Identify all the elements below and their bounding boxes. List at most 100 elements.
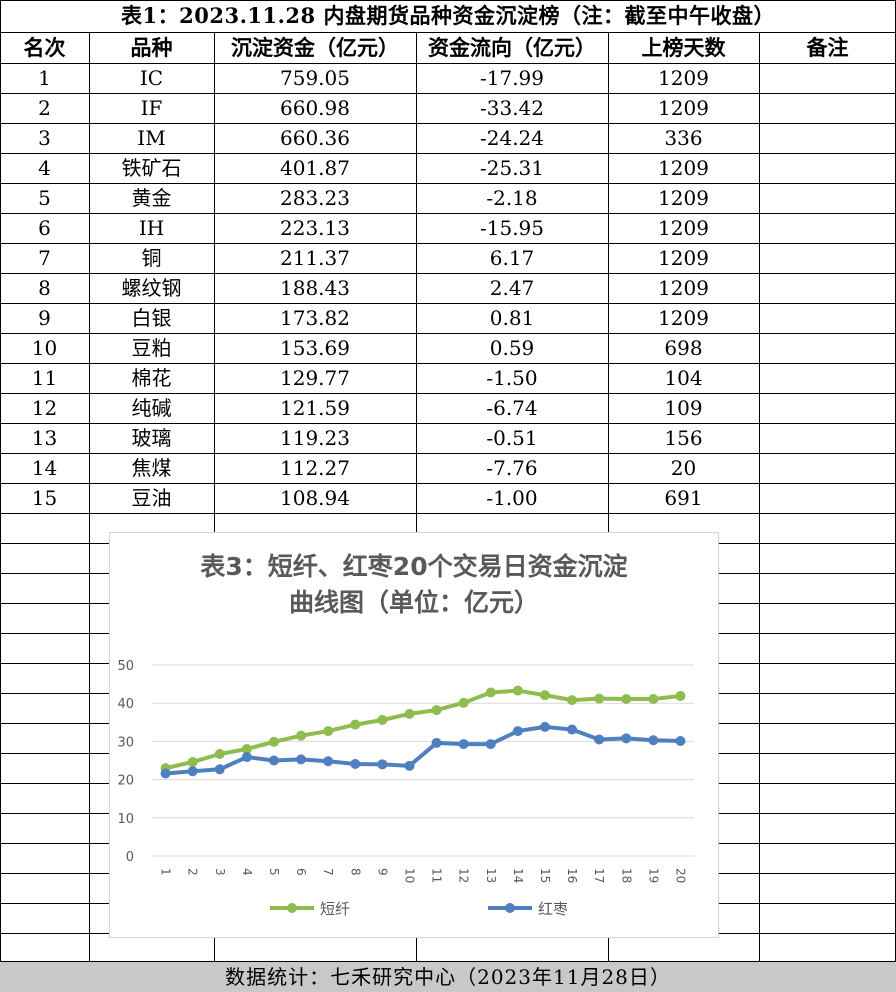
cell-variety: 焦煤 — [131, 456, 172, 480]
cell-remark — [759, 213, 896, 243]
cell-capital: 223.13 — [280, 216, 350, 240]
cell-capital: 112.27 — [280, 456, 350, 480]
data-point — [350, 758, 361, 769]
x-tick-label: 11 — [430, 868, 444, 883]
cell-variety: 豆油 — [131, 486, 172, 510]
cell-flow: -0.51 — [486, 426, 538, 450]
x-tick-label: 3 — [213, 868, 227, 876]
data-point — [621, 693, 632, 704]
data-point — [539, 721, 550, 732]
cell-flow: 6.17 — [489, 246, 535, 270]
data-point — [458, 697, 469, 708]
cell-rank: 2 — [38, 96, 51, 120]
cell-days: 691 — [664, 486, 703, 510]
cell-remark — [759, 93, 896, 123]
cell-variety: 豆粕 — [131, 336, 172, 360]
chart-title: 表3：短纤、红枣20个交易日资金沉淀 曲线图（单位：亿元） — [110, 549, 718, 621]
cell-flow: -7.76 — [486, 456, 538, 480]
x-tick-label: 15 — [538, 868, 552, 883]
x-tick-label: 16 — [565, 868, 579, 883]
cell-days: 336 — [664, 126, 703, 150]
data-point — [214, 749, 225, 760]
cell-flow: -2.18 — [486, 186, 538, 210]
header-capital: 沉淀资金（亿元） — [231, 35, 399, 60]
cell-days: 1209 — [658, 156, 709, 180]
cell-capital: 211.37 — [280, 246, 350, 270]
header-remark: 备注 — [806, 35, 849, 60]
y-tick-label: 50 — [117, 659, 134, 674]
cell-variety: 铁矿石 — [121, 156, 182, 180]
data-point — [594, 734, 605, 745]
cell-remark — [759, 423, 896, 453]
cell-days: 698 — [664, 336, 703, 360]
x-tick-label: 20 — [673, 868, 687, 883]
cell-rank: 14 — [31, 456, 58, 480]
cell-days: 20 — [670, 456, 697, 480]
chart-title-line-1: 表3：短纤、红枣20个交易日资金沉淀 — [200, 552, 628, 581]
data-point — [241, 744, 252, 755]
cell-flow: 0.59 — [489, 336, 535, 360]
chart-panel: 表3：短纤、红枣20个交易日资金沉淀 曲线图（单位：亿元） 0 10 20 30 40 5… — [109, 532, 719, 938]
data-point — [404, 760, 415, 771]
x-tick-label: 14 — [511, 868, 525, 883]
data-point — [377, 715, 388, 726]
legend-marker — [287, 903, 297, 913]
x-tick-label: 7 — [321, 868, 335, 876]
x-tick-label: 5 — [267, 868, 281, 876]
cell-variety: 棉花 — [131, 366, 172, 390]
data-point — [323, 726, 334, 737]
data-point — [621, 733, 632, 744]
cell-variety: 白银 — [131, 306, 172, 330]
cell-variety: 螺纹钢 — [121, 276, 182, 300]
data-point — [214, 764, 225, 775]
cell-flow: 2.47 — [489, 276, 535, 300]
x-tick-label: 13 — [484, 868, 498, 883]
legend-label: 短纤 — [320, 900, 350, 918]
cell-capital: 121.59 — [280, 396, 350, 420]
cell-flow: -17.99 — [479, 66, 544, 90]
cell-flow: 0.81 — [489, 306, 535, 330]
data-point — [567, 695, 578, 706]
cell-days: 1209 — [658, 66, 709, 90]
cell-remark — [759, 183, 896, 213]
cell-rank: 13 — [31, 426, 58, 450]
data-point — [350, 719, 361, 730]
data-point — [648, 693, 659, 704]
data-point — [648, 735, 659, 746]
x-tick-label: 4 — [240, 868, 254, 876]
cell-days: 1209 — [658, 96, 709, 120]
cell-days: 1209 — [658, 306, 709, 330]
cell-flow: -25.31 — [479, 156, 544, 180]
y-tick-label: 40 — [117, 697, 134, 712]
cell-remark — [759, 333, 896, 363]
x-tick-label: 19 — [646, 868, 660, 883]
data-point — [187, 766, 198, 777]
cell-remark — [759, 393, 896, 423]
data-point — [431, 705, 442, 716]
cell-remark — [759, 483, 896, 513]
cell-rank: 11 — [31, 366, 58, 390]
cell-days: 109 — [664, 396, 703, 420]
data-point — [539, 690, 550, 701]
cell-days: 1209 — [658, 186, 709, 210]
cell-days: 156 — [664, 426, 703, 450]
data-point — [296, 730, 307, 741]
data-point — [296, 754, 307, 765]
cell-capital: 759.05 — [280, 66, 350, 90]
data-point — [241, 752, 252, 763]
x-tick-label: 12 — [457, 868, 471, 883]
data-point — [485, 739, 496, 750]
y-tick-label: 10 — [117, 812, 134, 827]
cell-rank: 7 — [38, 246, 51, 270]
cell-flow: -1.50 — [486, 366, 538, 390]
cell-flow: -33.42 — [479, 96, 544, 120]
cell-variety: 纯碱 — [131, 396, 172, 420]
cell-variety: IF — [140, 96, 163, 120]
data-point — [268, 755, 279, 766]
x-tick-label: 17 — [592, 868, 606, 883]
footer-source: 数据统计：七禾研究中心（2023年11月28日） — [0, 961, 896, 992]
cell-variety: IC — [139, 66, 164, 90]
legend-marker — [505, 903, 515, 913]
x-tick-label: 8 — [348, 868, 362, 876]
y-tick-label: 0 — [126, 850, 134, 865]
